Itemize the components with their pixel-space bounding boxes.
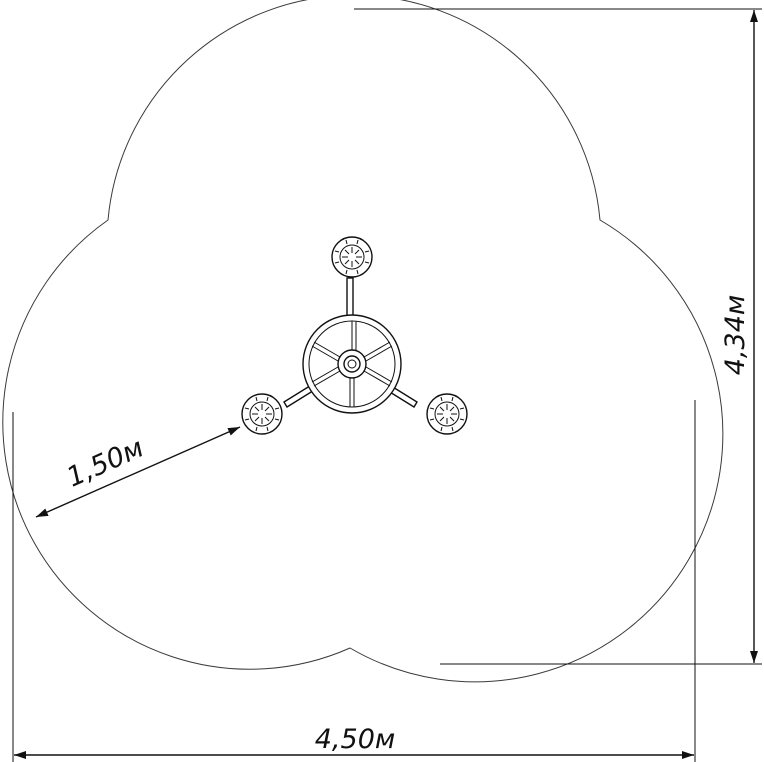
seat-right	[426, 393, 468, 435]
carousel-spokes	[311, 321, 393, 407]
seat-top	[331, 236, 373, 278]
safety-zone-outline	[2, 0, 724, 683]
carousel-equipment	[241, 236, 468, 435]
seat-left	[241, 393, 283, 435]
carousel-hub-center	[347, 359, 357, 369]
height-dimension-label: 4,34м	[720, 295, 751, 376]
carousel-hub	[343, 355, 361, 373]
radius-dimension-label: 1,50м	[62, 432, 148, 493]
radius-dimension-line	[35, 426, 241, 518]
width-dimension-label: 4,50м	[315, 724, 396, 755]
